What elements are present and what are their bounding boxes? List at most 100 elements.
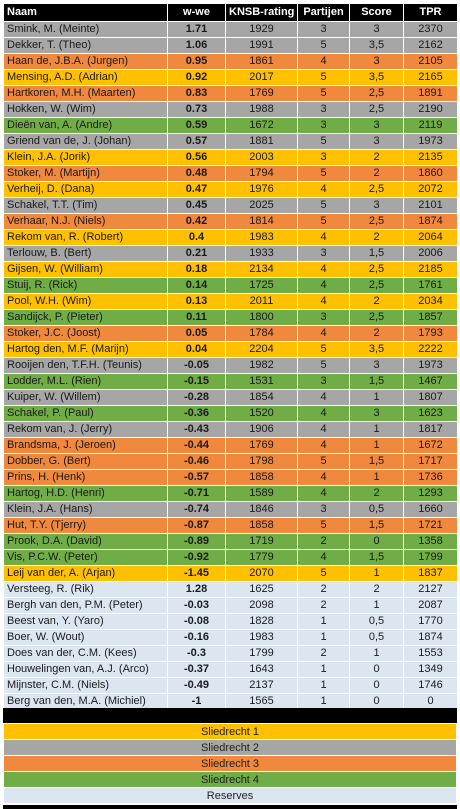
cell-tpr: 1721 — [403, 517, 458, 534]
cell-w-we: -0.36 — [167, 405, 226, 422]
table-row: Schakel, T.T. (Tim) 0.45 2025 5 3 2101 — [3, 197, 458, 214]
cell-knsb-rating: 1800 — [225, 309, 298, 326]
cell-naam: Griend van de, J. (Johan) — [3, 133, 168, 150]
cell-w-we: 0.11 — [167, 309, 226, 326]
header-score: Score — [349, 3, 404, 22]
cell-w-we: 0.48 — [167, 165, 226, 182]
cell-partijen: 5 — [297, 341, 350, 358]
cell-w-we: 0.42 — [167, 213, 226, 230]
cell-partijen: 3 — [297, 149, 350, 166]
cell-naam: Terlouw, B. (Bert) — [3, 245, 168, 262]
cell-score: 1 — [349, 645, 404, 662]
cell-partijen: 3 — [297, 373, 350, 390]
cell-partijen: 4 — [297, 389, 350, 406]
cell-tpr: 2064 — [403, 229, 458, 246]
cell-partijen: 2 — [297, 597, 350, 614]
cell-tpr: 1860 — [403, 165, 458, 182]
legend-row: Sliedrecht 2 — [3, 739, 457, 756]
cell-w-we: 0.59 — [167, 117, 226, 134]
cell-w-we: -1.45 — [167, 565, 226, 582]
cell-tpr: 1973 — [403, 357, 458, 374]
cell-w-we: -0.71 — [167, 485, 226, 502]
cell-w-we: 0.21 — [167, 245, 226, 262]
cell-w-we: -0.49 — [167, 677, 226, 694]
cell-tpr: 2127 — [403, 581, 458, 598]
cell-tpr: 1293 — [403, 485, 458, 502]
cell-knsb-rating: 2025 — [225, 197, 298, 214]
cell-w-we: 0.73 — [167, 101, 226, 118]
cell-partijen: 1 — [297, 613, 350, 630]
cell-score: 2 — [349, 485, 404, 502]
cell-tpr: 1349 — [403, 661, 458, 678]
cell-naam: Schakel, T.T. (Tim) — [3, 197, 168, 214]
table-row: Hartkoren, M.H. (Maarten) 0.83 1769 5 2,5 189… — [3, 85, 458, 102]
cell-tpr: 1799 — [403, 549, 458, 566]
cell-tpr: 1736 — [403, 469, 458, 486]
cell-partijen: 4 — [297, 53, 350, 70]
header-knsb-rating: KNSB-rating — [225, 3, 298, 22]
cell-partijen: 5 — [297, 37, 350, 54]
cell-partijen: 4 — [297, 277, 350, 294]
cell-naam: Rekom van, R. (Robert) — [3, 229, 168, 246]
cell-score: 1 — [349, 421, 404, 438]
cell-w-we: 0.56 — [167, 149, 226, 166]
cell-knsb-rating: 1846 — [225, 501, 298, 518]
cell-knsb-rating: 1933 — [225, 245, 298, 262]
table-row: Hartog den, M.F. (Marijn) 0.04 2204 5 3,5 222… — [3, 341, 458, 358]
cell-w-we: -0.37 — [167, 661, 226, 678]
cell-knsb-rating: 2134 — [225, 261, 298, 278]
cell-score: 1 — [349, 565, 404, 582]
table-row: Dobber, G. (Bert) -0.46 1798 5 1,5 1717 — [3, 453, 458, 470]
cell-naam: Sandijck, P. (Pieter) — [3, 309, 168, 326]
cell-score: 3 — [349, 357, 404, 374]
cell-knsb-rating: 1814 — [225, 213, 298, 230]
cell-w-we: 1.71 — [167, 21, 226, 38]
cell-knsb-rating: 1983 — [225, 229, 298, 246]
cell-partijen: 5 — [297, 213, 350, 230]
cell-w-we: -0.15 — [167, 373, 226, 390]
cell-knsb-rating: 1725 — [225, 277, 298, 294]
table-row: Sandijck, P. (Pieter) 0.11 1800 3 2,5 1857 — [3, 309, 458, 326]
cell-naam: Hartog den, M.F. (Marijn) — [3, 341, 168, 358]
cell-partijen: 5 — [297, 69, 350, 86]
cell-knsb-rating: 2011 — [225, 293, 298, 310]
table-row: Prook, D.A. (David) -0.89 1719 2 0 1358 — [3, 533, 458, 550]
cell-naam: Gijsen, W. (William) — [3, 261, 168, 278]
cell-naam: Vis, P.C.W. (Peter) — [3, 549, 168, 566]
cell-partijen: 5 — [297, 165, 350, 182]
cell-naam: Schakel, P. (Paul) — [3, 405, 168, 422]
cell-tpr: 2072 — [403, 181, 458, 198]
table-row: Hartog, H.D. (Henri) -0.71 1589 4 2 1293 — [3, 485, 458, 502]
cell-partijen: 2 — [297, 533, 350, 550]
legend-row: Reserves — [3, 787, 457, 804]
cell-score: 2,5 — [349, 85, 404, 102]
cell-score: 2,5 — [349, 277, 404, 294]
table-row: Bergh van den, P.M. (Peter) -0.03 2098 2 1 20… — [3, 597, 458, 614]
table-row: Prins, H. (Henk) -0.57 1858 4 1 1736 — [3, 469, 458, 486]
cell-score: 1 — [349, 437, 404, 454]
cell-naam: Klein, J.A. (Hans) — [3, 501, 168, 518]
cell-knsb-rating: 1906 — [225, 421, 298, 438]
cell-partijen: 4 — [297, 181, 350, 198]
cell-w-we: 1.28 — [167, 581, 226, 598]
cell-score: 2 — [349, 149, 404, 166]
cell-score: 3 — [349, 133, 404, 150]
cell-knsb-rating: 1858 — [225, 517, 298, 534]
cell-score: 2,5 — [349, 261, 404, 278]
cell-naam: Rooijen den, T.F.H. (Teunis) — [3, 357, 168, 374]
cell-naam: Klein, J.A. (Jorik) — [3, 149, 168, 166]
cell-tpr: 1891 — [403, 85, 458, 102]
table-row: Mensing, A.D. (Adrian) 0.92 2017 5 3,5 2165 — [3, 69, 458, 86]
cell-tpr: 2370 — [403, 21, 458, 38]
header-partijen: Partijen — [297, 3, 350, 22]
legend-label: Reserves — [3, 787, 457, 804]
cell-tpr: 1467 — [403, 373, 458, 390]
cell-knsb-rating: 1565 — [225, 693, 298, 710]
cell-knsb-rating: 2137 — [225, 677, 298, 694]
cell-partijen: 4 — [297, 485, 350, 502]
cell-w-we: 0.04 — [167, 341, 226, 358]
cell-w-we: 0.47 — [167, 181, 226, 198]
cell-score: 0 — [349, 661, 404, 678]
cell-tpr: 1770 — [403, 613, 458, 630]
